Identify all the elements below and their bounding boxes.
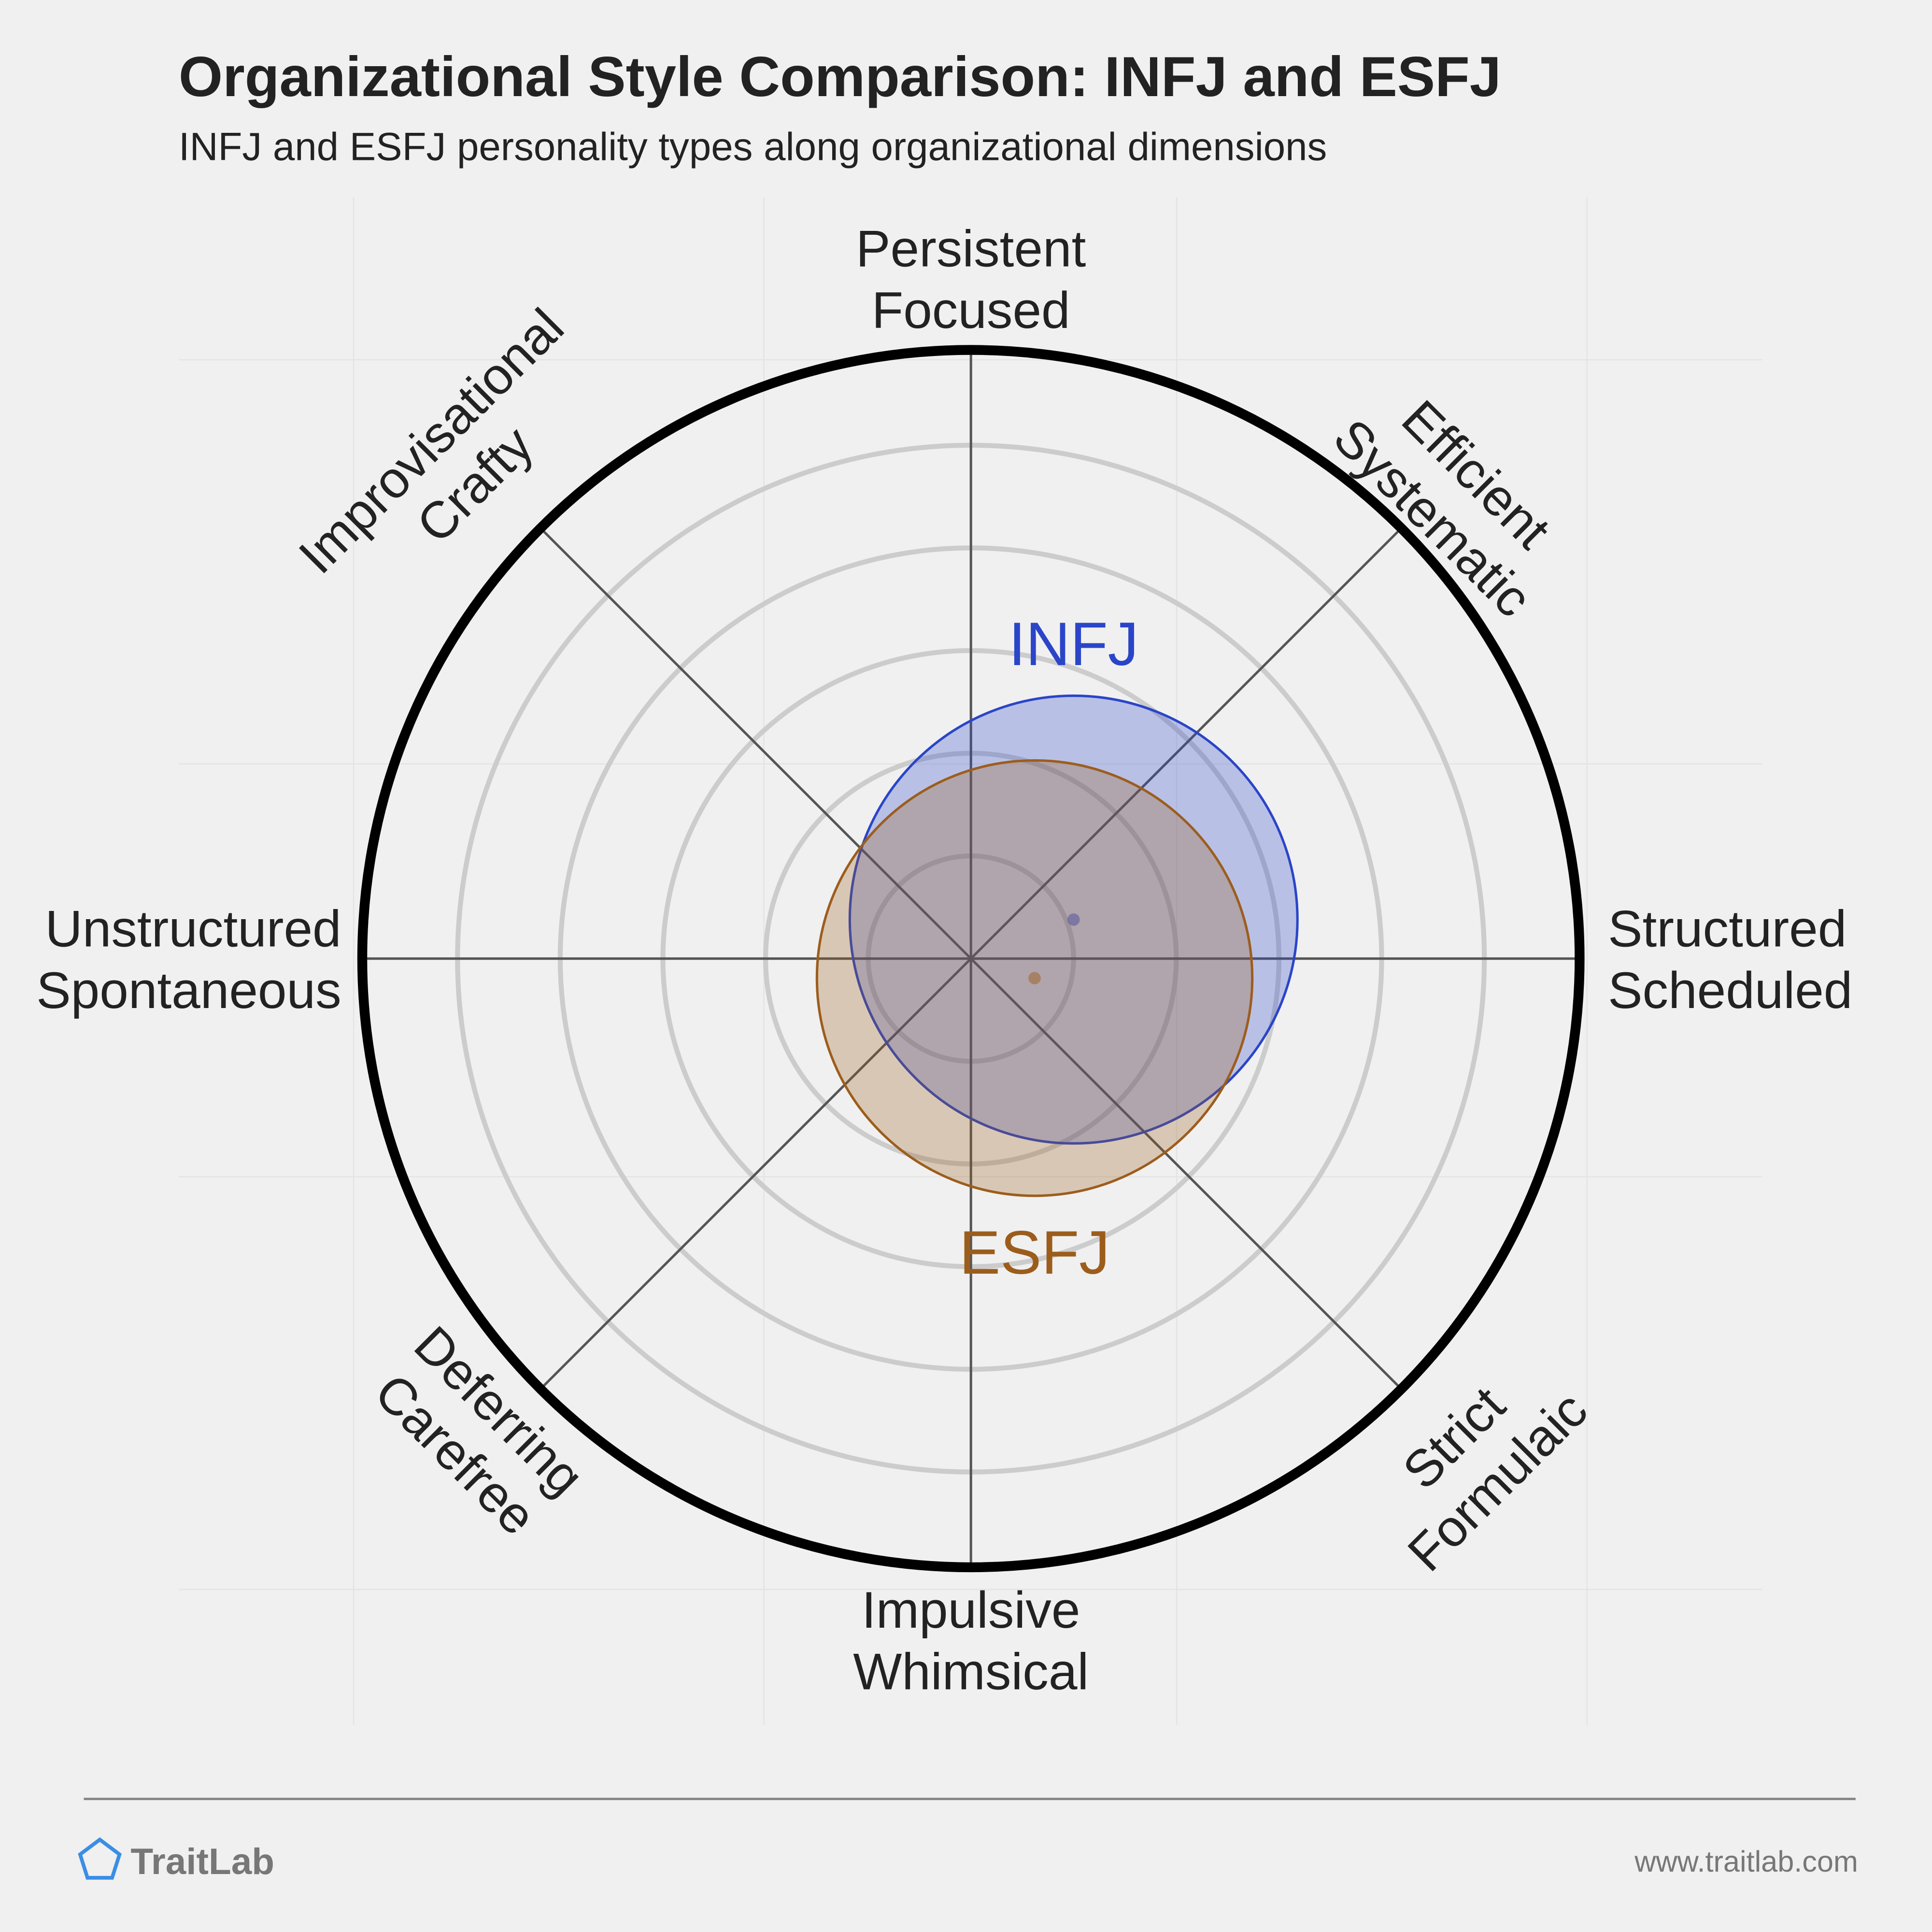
url: www.traitlab.com <box>1634 1845 1858 1878</box>
axis-label-line: Persistent <box>856 219 1086 277</box>
axis-label-line: Scheduled <box>1608 961 1852 1019</box>
axis-label-line: Whimsical <box>853 1643 1089 1701</box>
series-label: ESFJ <box>959 1219 1110 1287</box>
axis-label-line: Unstructured <box>45 899 341 957</box>
series-center <box>1067 913 1080 926</box>
axis-label-line: Impulsive <box>862 1581 1080 1639</box>
series-center <box>1028 972 1041 984</box>
axis-label-line: Structured <box>1608 899 1847 957</box>
axis-spoke <box>538 526 1404 1392</box>
series-label: INFJ <box>1009 610 1138 679</box>
outer-ring <box>357 345 1585 1573</box>
chart-subtitle: INFJ and ESFJ personality types along or… <box>179 125 1327 169</box>
brand: TraitLab <box>130 1841 274 1882</box>
chart-title: Organizational Style Comparison: INFJ an… <box>179 45 1501 108</box>
axis-label-line: Focused <box>872 281 1070 339</box>
logo-icon <box>78 1837 122 1880</box>
axis-label-line: Spontaneous <box>36 961 341 1019</box>
